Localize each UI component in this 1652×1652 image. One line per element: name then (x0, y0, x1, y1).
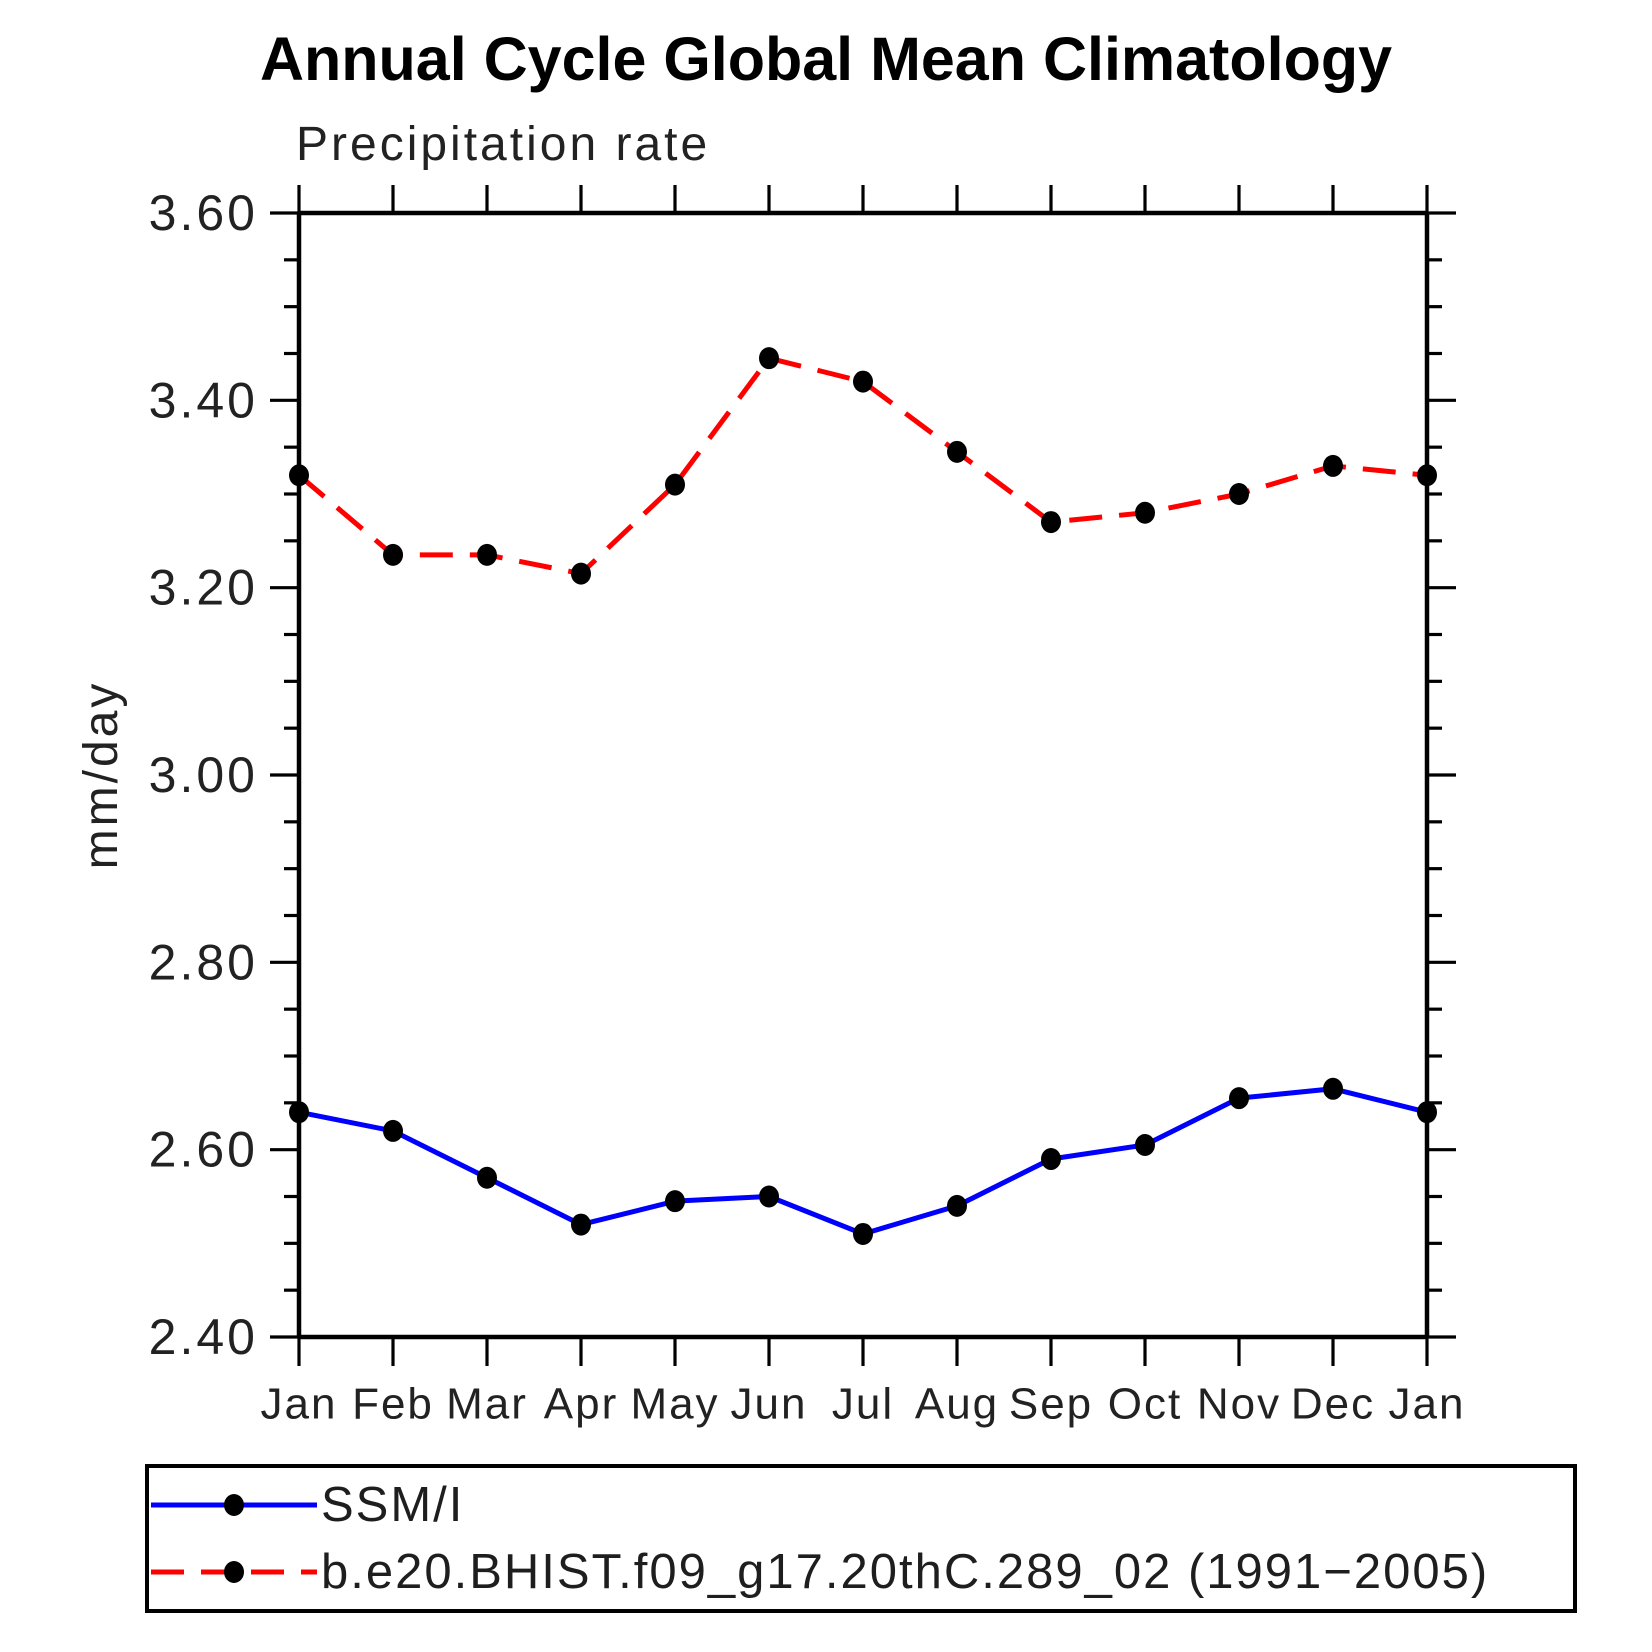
x-tick-label: Mar (446, 1380, 528, 1429)
data-point-marker-s0-Mar (477, 1166, 497, 1189)
y-tick-label: 3.40 (149, 372, 258, 428)
data-point-marker-s0-May (665, 1190, 685, 1213)
x-tick-label: Apr (544, 1380, 618, 1429)
data-point-marker-s0-Sep (1041, 1148, 1061, 1171)
data-point-marker-s0-Dec (1323, 1077, 1343, 1100)
x-tick-label: Jan (1389, 1380, 1466, 1429)
data-point-marker-s1-Jan (1417, 464, 1437, 487)
y-tick-label: 3.60 (149, 185, 258, 241)
data-point-marker-s0-Jan (289, 1101, 309, 1124)
y-tick-label: 3.20 (149, 560, 258, 616)
legend-entry-model: b.e20.BHIST.f09_g17.20thC.289_02 (1991−2… (150, 1545, 1489, 1599)
data-point-marker-s0-Nov (1229, 1087, 1249, 1110)
y-tick-label: 2.60 (149, 1122, 258, 1178)
x-tick-label: Jun (731, 1380, 808, 1429)
data-point-marker-s1-Oct (1135, 501, 1155, 524)
data-point-marker-s1-Sep (1041, 511, 1061, 534)
data-point-marker-s1-Jul (853, 370, 873, 393)
x-tick-label: Nov (1197, 1380, 1281, 1429)
data-point-marker-s0-Apr (571, 1213, 591, 1236)
legend-swatch-dashed-line (151, 1561, 317, 1583)
chart-title: Annual Cycle Global Mean Climatology (259, 25, 1393, 93)
data-point-marker-s1-Apr (571, 562, 591, 585)
x-tick-label: Aug (915, 1380, 999, 1429)
data-point-marker-s1-Dec (1323, 454, 1343, 477)
x-tick-label: May (630, 1380, 719, 1429)
legend-swatch-solid-line (151, 1494, 317, 1516)
y-tick-label: 3.00 (149, 747, 258, 803)
data-point-marker-s1-Aug (947, 440, 967, 463)
series-line-0 (298, 1086, 1428, 1237)
y-tick-label: 2.80 (149, 934, 258, 990)
data-point-marker-s0-Jun (759, 1185, 779, 1208)
data-point-marker-s1-Nov (1229, 483, 1249, 505)
legend-label: b.e20.BHIST.f09_g17.20thC.289_02 (1991−2… (321, 1545, 1490, 1599)
chart-subtitle: Precipitation rate (296, 118, 711, 171)
legend-box: SSM/I b.e20.BHIST.f09_g17.20thC.289_02 (… (145, 1464, 1577, 1613)
data-point-marker-s0-Oct (1135, 1133, 1155, 1156)
data-point-marker-s1-May (665, 473, 685, 496)
data-point-marker-s0-Jul (853, 1222, 873, 1245)
data-point-marker-s0-Jan (1417, 1101, 1437, 1124)
legend-entry-ssmi: SSM/I (150, 1478, 464, 1532)
data-point-marker-s1-Mar (477, 543, 497, 566)
data-point-marker-s1-Jun (759, 347, 779, 370)
x-tick-label: Jul (832, 1380, 894, 1429)
legend-marker-dot (224, 1494, 244, 1516)
x-tick-label: Sep (1009, 1380, 1093, 1429)
y-tick-label: 2.40 (149, 1309, 258, 1365)
data-point-marker-s0-Aug (947, 1194, 967, 1217)
data-point-marker-s0-Feb (383, 1119, 403, 1142)
data-point-marker-s1-Feb (383, 543, 403, 566)
data-point-marker-s1-Jan (289, 464, 309, 487)
x-tick-label: Oct (1108, 1380, 1182, 1429)
legend-label: SSM/I (321, 1478, 465, 1532)
x-tick-label: Feb (352, 1380, 434, 1429)
x-tick-label: Jan (261, 1380, 338, 1429)
legend-marker-dot (224, 1561, 244, 1583)
x-tick-label: Dec (1291, 1380, 1375, 1429)
